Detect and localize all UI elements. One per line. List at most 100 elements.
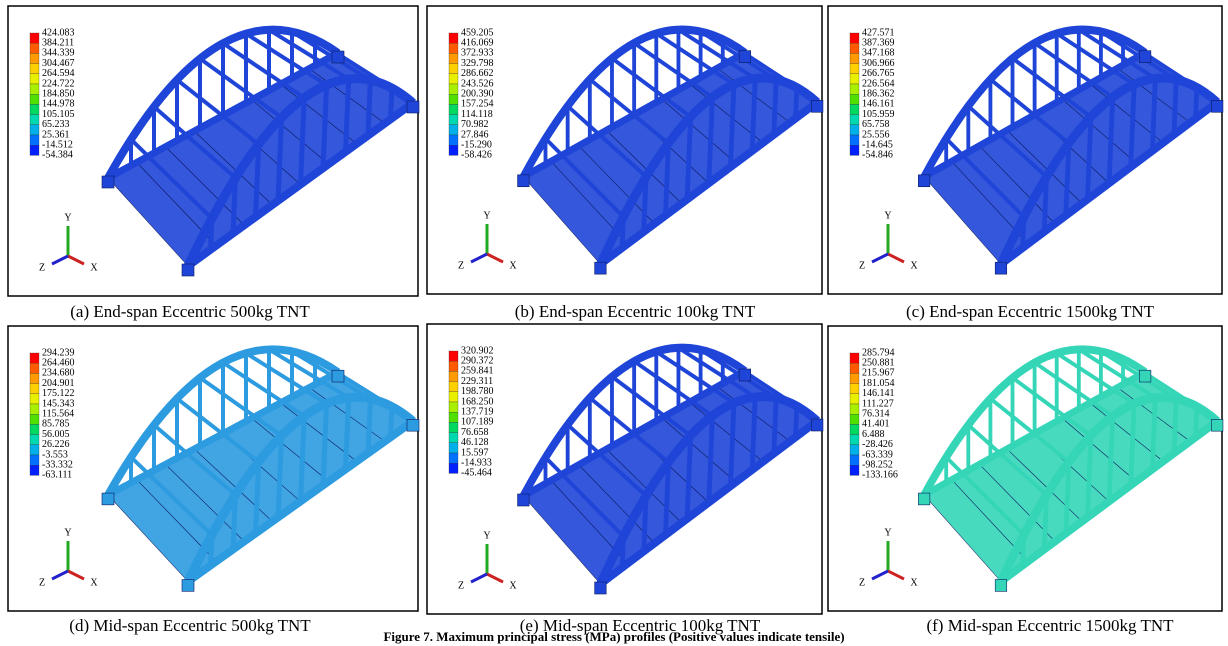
legend-swatch (449, 351, 458, 361)
axis-label: Z (859, 577, 865, 588)
axis-label: X (509, 580, 517, 591)
axis-label: Z (458, 580, 464, 591)
panel: 427.571387.369347.168306.966266.765226.5… (828, 6, 1223, 294)
pier (1139, 370, 1151, 382)
pier (102, 493, 114, 505)
hanger (368, 399, 370, 454)
legend-swatch (30, 84, 39, 94)
legend-swatch (850, 145, 859, 155)
hanger (1174, 399, 1176, 454)
panel: 424.083384.211344.339304.467264.594224.7… (8, 6, 419, 296)
hanger (752, 397, 755, 470)
legend-swatch (30, 363, 39, 373)
legend-swatch (850, 373, 859, 383)
panel-caption: (f) Mid-span Eccentric 1500kg TNT (926, 616, 1174, 635)
legend-swatch (449, 84, 458, 94)
axis-label: Y (64, 527, 71, 538)
panel-caption: (e) Mid-span Eccentric 100kg TNT (520, 616, 761, 635)
axis-label: X (509, 260, 517, 271)
legend-swatch (30, 445, 39, 455)
pier (332, 51, 344, 63)
figure: Figure 7. Maximum principal stress (MPa)… (0, 0, 1228, 646)
legend-swatch (850, 125, 859, 135)
pier (995, 580, 1007, 592)
pier (407, 419, 419, 431)
axis-label: Y (884, 210, 891, 221)
legend-swatch (449, 135, 458, 145)
legend-swatch (30, 435, 39, 445)
legend-swatch (30, 104, 39, 114)
legend-swatch (30, 424, 39, 434)
legend-swatch (449, 443, 458, 453)
legend-swatch (449, 94, 458, 104)
axis-label: X (90, 577, 98, 588)
legend-swatch (850, 43, 859, 53)
pier (739, 51, 751, 63)
legend-swatch (449, 43, 458, 53)
pier (595, 582, 607, 594)
panel-caption: (a) End-span Eccentric 500kg TNT (70, 302, 310, 321)
hanger (368, 80, 370, 136)
pier (739, 369, 751, 381)
legend-swatch (850, 104, 859, 114)
legend-swatch (30, 53, 39, 63)
legend-swatch (449, 402, 458, 412)
pier (995, 262, 1007, 274)
hanger (1152, 398, 1155, 470)
hanger (346, 79, 349, 152)
pier (407, 101, 419, 113)
hanger (774, 80, 776, 135)
legend-swatch (449, 33, 458, 43)
legend-swatch (850, 64, 859, 74)
legend-swatch (449, 145, 458, 155)
axis-label: Z (458, 260, 464, 271)
axis-label: Z (859, 260, 865, 271)
pier (595, 262, 607, 274)
legend-swatch (30, 135, 39, 145)
legend-swatch (850, 394, 859, 404)
pier (1211, 419, 1223, 431)
legend-swatch (30, 394, 39, 404)
legend-swatch (449, 453, 458, 463)
panel-caption: (b) End-span Eccentric 100kg TNT (515, 302, 756, 321)
pier (918, 493, 930, 505)
legend-swatch (850, 445, 859, 455)
legend-swatch (449, 463, 458, 473)
legend-swatch (30, 373, 39, 383)
panel: 459.205416.069372.933329.798286.662243.5… (427, 6, 823, 294)
axis-label: Y (64, 212, 71, 223)
legend-swatch (850, 53, 859, 63)
legend-swatch (850, 135, 859, 145)
panel-caption: (d) Mid-span Eccentric 500kg TNT (69, 616, 311, 635)
legend-swatch (449, 115, 458, 125)
legend-value: -45.464 (461, 468, 492, 479)
legend-value: -133.166 (862, 470, 898, 481)
axis-label: Z (39, 577, 45, 588)
legend-swatch (449, 392, 458, 402)
legend-swatch (30, 455, 39, 465)
legend-swatch (30, 465, 39, 475)
axis-label: Z (39, 262, 45, 273)
legend-swatch (850, 84, 859, 94)
panel-caption: (c) End-span Eccentric 1500kg TNT (906, 302, 1155, 321)
legend-swatch (449, 361, 458, 371)
legend-value: -63.111 (42, 470, 72, 481)
hanger (1174, 80, 1176, 135)
axis-label: Y (483, 210, 490, 221)
pier (102, 176, 114, 188)
legend-swatch (850, 94, 859, 104)
panel: 285.794250.881215.967181.054146.141111.2… (828, 326, 1223, 611)
pier (811, 419, 823, 431)
hanger (1152, 79, 1155, 151)
legend-swatch (850, 33, 859, 43)
legend-swatch (30, 404, 39, 414)
hanger (774, 398, 776, 454)
legend-swatch (30, 145, 39, 155)
legend-swatch (449, 53, 458, 63)
axis-label: X (90, 262, 98, 273)
pier (811, 100, 823, 112)
legend-swatch (30, 33, 39, 43)
hanger (346, 398, 349, 470)
legend-swatch (850, 115, 859, 125)
legend-swatch (850, 353, 859, 363)
